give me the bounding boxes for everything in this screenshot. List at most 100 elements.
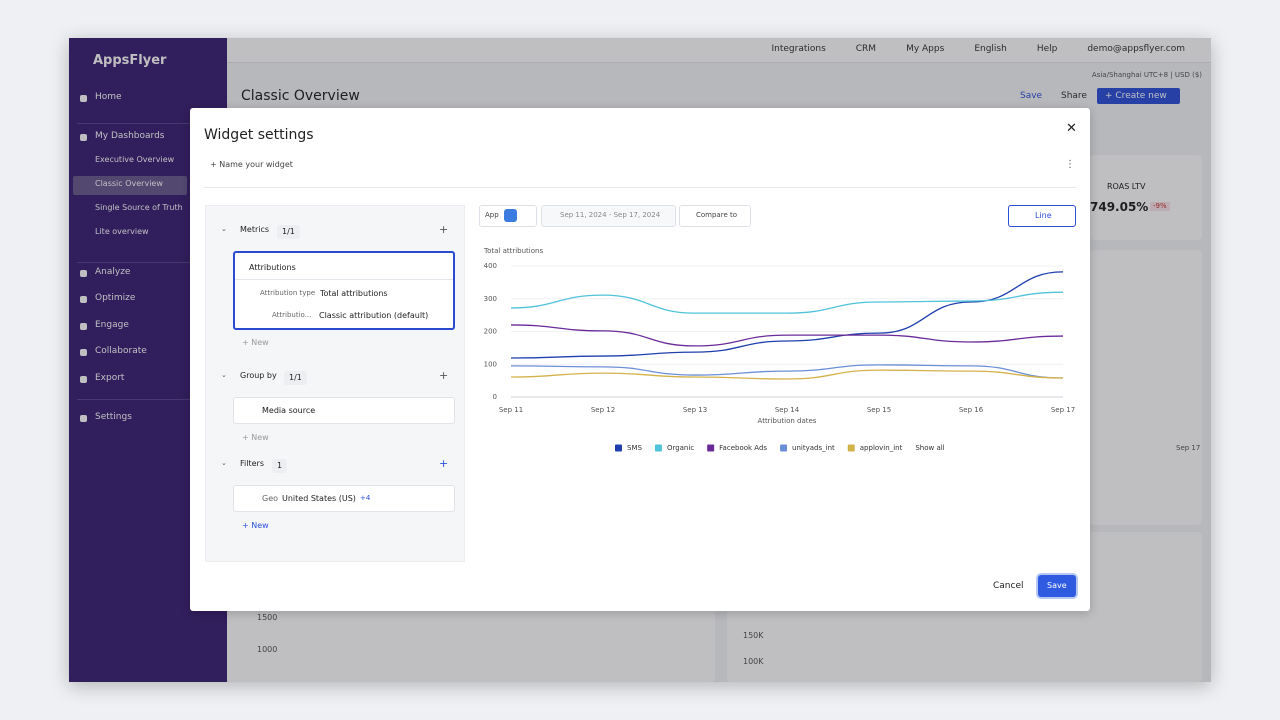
metrics-label: Metrics [240, 225, 270, 234]
x-tick-label: Sep 17 [1051, 406, 1075, 414]
nav-item[interactable]: Collaborate [95, 346, 147, 356]
name-widget[interactable]: + Name your widget [210, 160, 293, 169]
nav-item[interactable]: Optimize [95, 293, 136, 303]
series-line [510, 291, 1064, 314]
compare-label: Compare to [696, 211, 738, 219]
nav-icon [80, 134, 87, 141]
x-tick-label: Sep 13 [683, 406, 707, 414]
create-new-label: + Create new [1105, 91, 1167, 101]
nav-subitem[interactable]: Lite overview [95, 227, 149, 236]
brand: AppsFlyer [93, 53, 167, 68]
legend-label: unityads_int [792, 444, 835, 452]
add-group[interactable]: + [439, 369, 449, 382]
group-count: 1/1 [284, 371, 307, 385]
header-share[interactable]: Share [1061, 91, 1087, 101]
nav-icon [80, 270, 87, 277]
series-line [510, 324, 1064, 347]
topbar-link[interactable]: Integrations [771, 44, 826, 54]
legend-label: Organic [667, 444, 694, 452]
close-button[interactable]: ✕ [1066, 121, 1077, 136]
app-label: App [485, 211, 499, 219]
bg-card: Sep 17 [1090, 250, 1202, 525]
nav-icon [80, 415, 87, 422]
type-label: Attribution type [260, 289, 316, 297]
kpi-change: -9% [1150, 202, 1170, 211]
nav-icon [80, 349, 87, 356]
bg-tick: 150K [743, 631, 764, 640]
topbar-link[interactable]: English [974, 44, 1007, 54]
series-line [510, 369, 1064, 380]
nav-subitem[interactable]: Single Source of Truth [95, 203, 183, 212]
topbar-link[interactable]: CRM [855, 44, 877, 54]
nav-item[interactable]: Analyze [95, 267, 131, 277]
header-save[interactable]: Save [1020, 91, 1043, 101]
y-tick-label: 300 [484, 295, 497, 303]
nav-item[interactable]: Settings [95, 412, 132, 422]
filter-card[interactable]: Geo United States (US) +4 [233, 485, 455, 512]
nav-item[interactable]: My Dashboards [95, 131, 165, 141]
topbar-link[interactable]: My Apps [906, 44, 945, 54]
legend-checkbox [615, 444, 622, 452]
nav-item[interactable]: Export [95, 373, 125, 383]
bg-tick: 1500 [257, 613, 278, 622]
y-tick-label: 100 [484, 360, 497, 368]
y-tick-label: 400 [484, 262, 497, 270]
legend-checkbox [847, 444, 855, 452]
chart-type-dropdown[interactable]: Line [1008, 205, 1076, 227]
date-picker[interactable]: Sep 11, 2024 - Sep 17, 2024 [541, 205, 676, 227]
nav-divider [77, 123, 219, 124]
nav-subitem[interactable]: Executive Overview [95, 155, 175, 164]
bg-x-label: Sep 17 [1176, 444, 1201, 452]
group-card[interactable]: Media source [233, 397, 455, 424]
topbar: Integrations CRM My Apps English Help demo@ap… [227, 38, 1211, 63]
more-menu[interactable]: ⋮ [1065, 159, 1075, 170]
nav-item[interactable]: Home [95, 92, 122, 102]
app-selector[interactable]: App [479, 205, 537, 227]
add-metric[interactable]: + [439, 223, 449, 236]
save-label: Save [1047, 581, 1067, 590]
divider [204, 187, 1076, 188]
nav-item[interactable]: Engage [95, 320, 129, 330]
modal-title: Widget settings [204, 127, 314, 143]
cancel-button[interactable]: Cancel [993, 581, 1024, 591]
legend-label: applovin_int [860, 444, 903, 452]
active-item-bg [73, 176, 187, 195]
geo-value: United States (US) [282, 494, 356, 503]
add-filter[interactable]: + [439, 457, 449, 470]
create-new-button[interactable]: + Create new [1097, 88, 1180, 104]
topbar-links: Integrations CRM My Apps English Help demo@ap… [771, 44, 1185, 54]
legend-checkbox [780, 444, 788, 452]
new-metric[interactable]: + New [242, 338, 269, 347]
new-filter[interactable]: + New [242, 521, 269, 530]
dashboard-title[interactable]: Classic Overview [241, 88, 360, 104]
x-tick-label: Sep 15 [867, 406, 891, 414]
save-button[interactable]: Save [1038, 575, 1076, 597]
y-tick-label: 200 [484, 328, 497, 336]
topbar-link[interactable]: Help [1036, 44, 1058, 54]
nav-icon [80, 376, 87, 383]
nav-divider [77, 262, 219, 263]
model-label: Attributio... [272, 311, 312, 319]
show-all[interactable]: Show all [915, 444, 944, 452]
series-line [510, 271, 1064, 359]
legend-checkbox [707, 444, 715, 452]
x-tick-label: Sep 14 [775, 406, 800, 414]
metric-name: Attributions [249, 263, 296, 272]
topbar-link[interactable]: demo@appsflyer.com [1087, 44, 1185, 54]
nav-divider [77, 399, 219, 400]
line-chart: Total attributions 0 100 200 300 400 Sep 11 Sep… [483, 247, 1075, 452]
new-group[interactable]: + New [242, 433, 269, 442]
nav-icon [80, 95, 87, 102]
nav-icon [80, 323, 87, 330]
region: Asia/Shanghai UTC+8 | USD ($) [1091, 71, 1202, 79]
series-line [510, 364, 1064, 379]
compare-button[interactable]: Compare to [679, 205, 751, 227]
kpi-value: 749.05% [1090, 200, 1149, 214]
metric-card[interactable]: Attributions Attribution type Total attr… [233, 251, 455, 330]
kpi-title: ROAS LTV [1107, 182, 1146, 191]
group-label: Group by [240, 371, 277, 380]
nav-subitem[interactable]: Classic Overview [95, 179, 163, 188]
widget-settings-modal: Widget settings ✕ + Name your widget ⋮ ⌄… [190, 108, 1090, 611]
bg-tick: 100K [743, 657, 764, 666]
